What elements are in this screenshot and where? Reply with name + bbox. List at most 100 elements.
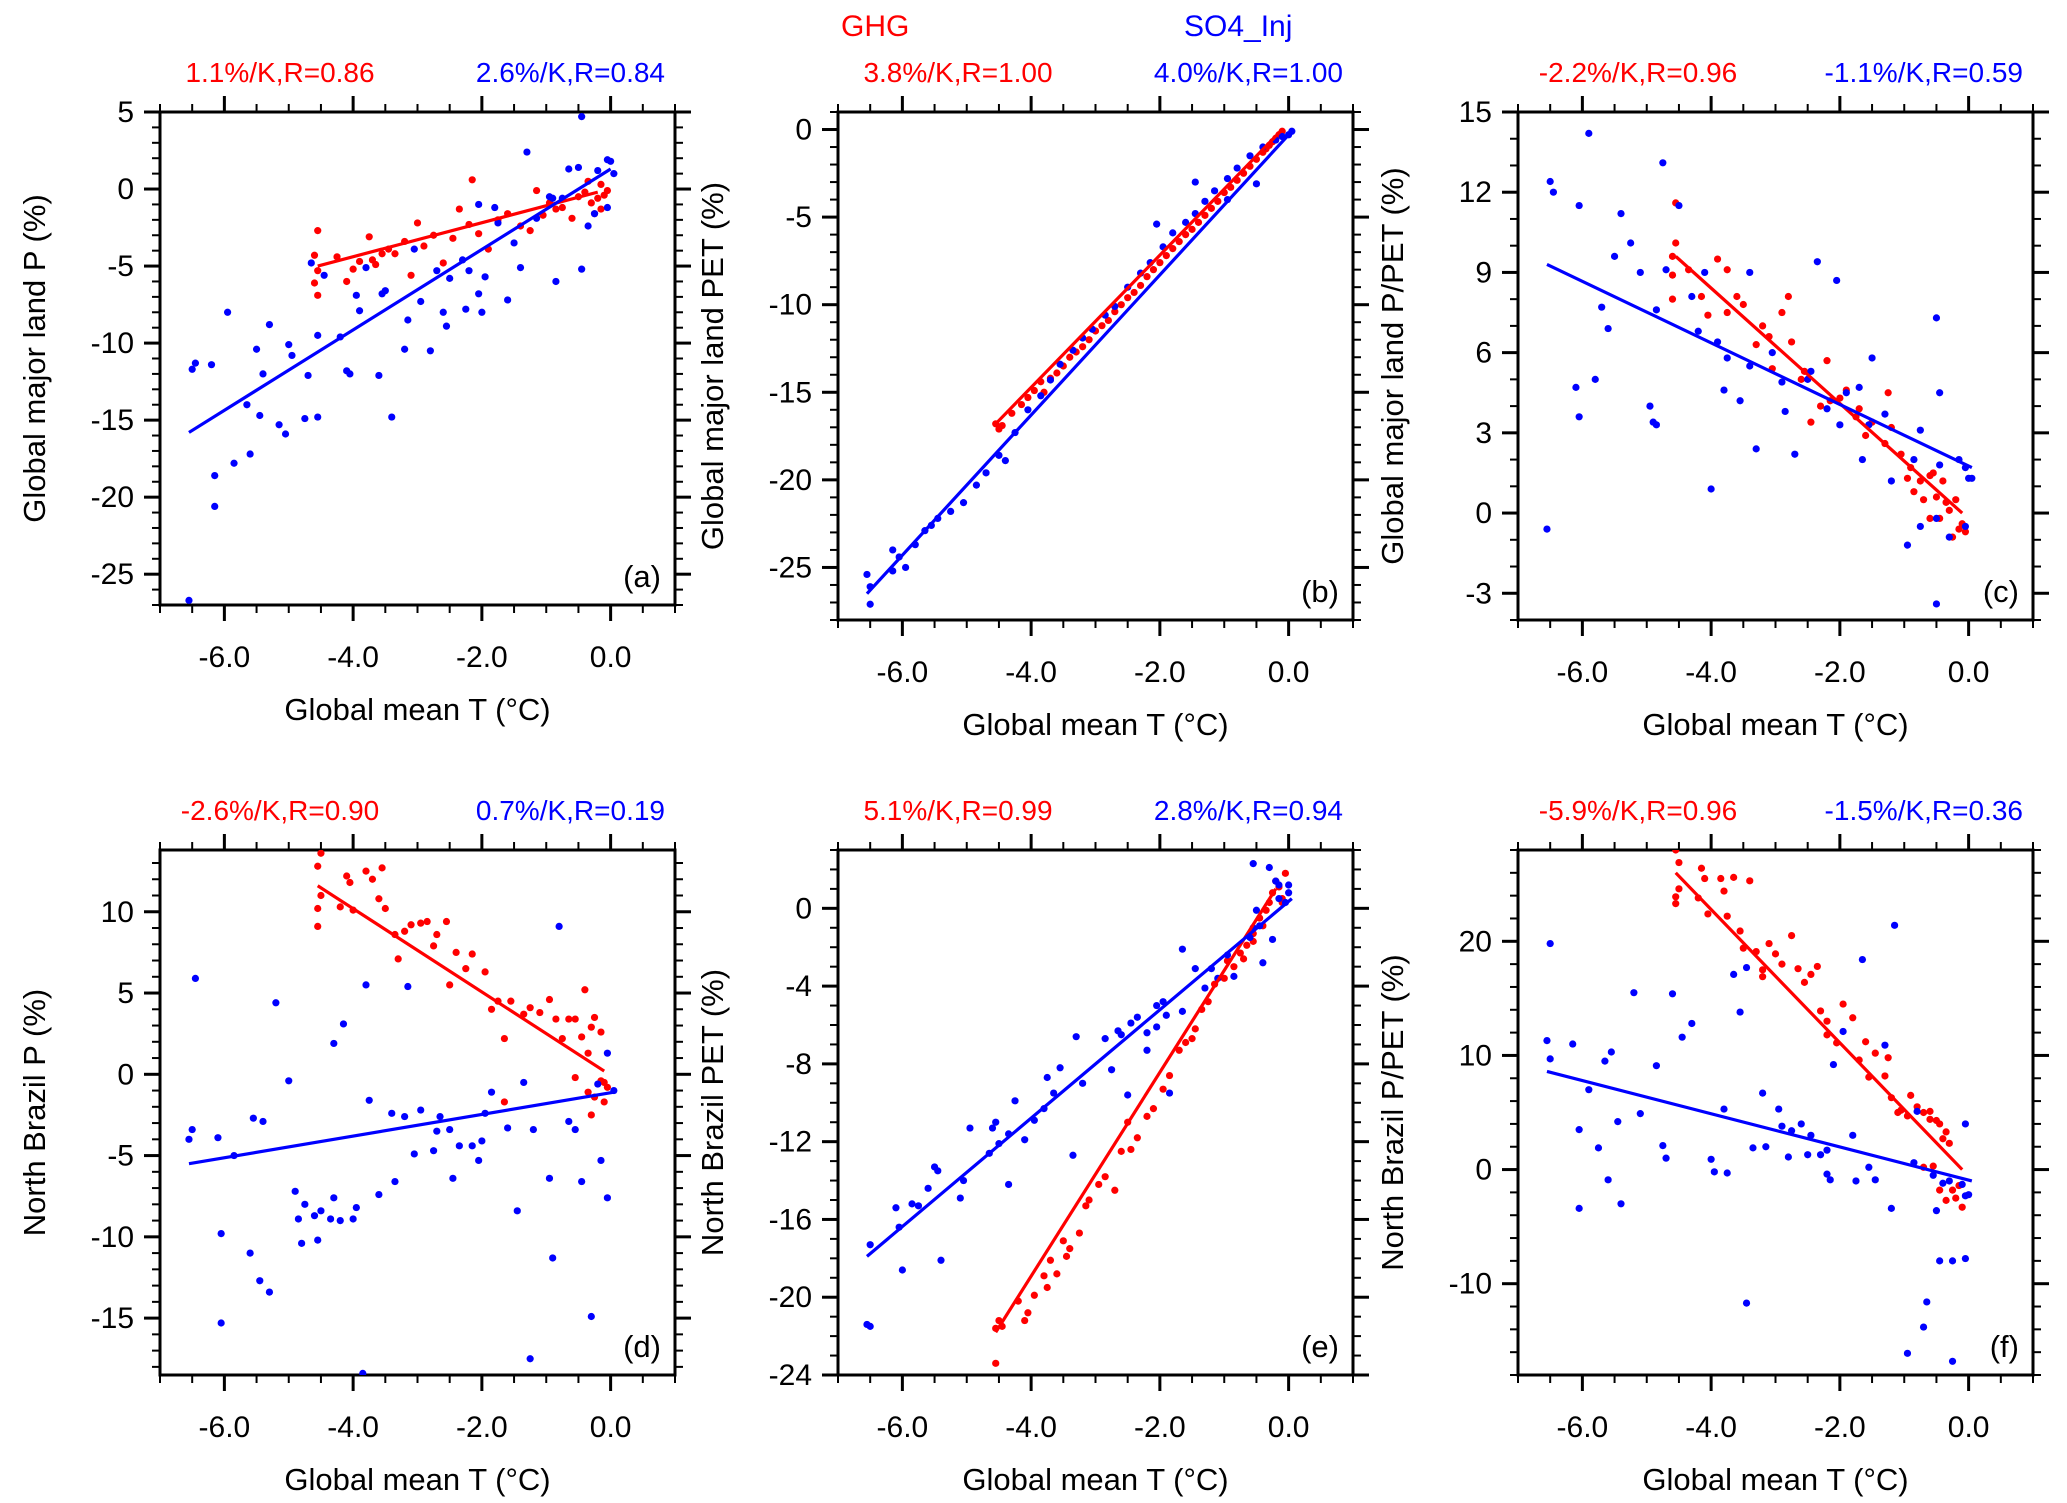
data-point <box>407 271 415 279</box>
data-point <box>375 895 383 903</box>
panel-a: -6.0 -4.0 -2.0 0.0 -25 -20 -15 -10 -5 0 5 Global me… <box>17 57 691 727</box>
data-point <box>256 1277 264 1285</box>
data-point <box>587 1023 595 1031</box>
data-point <box>491 203 499 212</box>
data-point <box>1546 939 1554 948</box>
data-point <box>1617 1200 1625 1208</box>
x-tick-label: 0.0 <box>590 1411 632 1444</box>
data-point <box>1543 1036 1551 1045</box>
data-point <box>1249 860 1257 868</box>
data-point <box>256 411 264 420</box>
data-point <box>1816 1007 1825 1015</box>
data-point <box>1191 965 1199 973</box>
data-point <box>536 1008 544 1017</box>
x-tick-label: -4.0 <box>327 641 379 674</box>
data-point <box>417 919 425 927</box>
panel-b: -6.0 -4.0 -2.0 0.0 -25 -20 -15 -10 -5 0 Global mea… <box>695 57 1369 742</box>
data-point <box>1043 1283 1051 1292</box>
x-tick-label: 0.0 <box>1268 1411 1310 1444</box>
data-point <box>429 1147 438 1155</box>
data-point <box>898 1266 906 1274</box>
y-tick-label: -20 <box>769 464 812 497</box>
data-point <box>1942 1128 1950 1136</box>
data-point <box>1746 877 1754 885</box>
data-point <box>597 1028 605 1036</box>
data-point <box>1127 1145 1135 1154</box>
x-tick-label: -4.0 <box>1005 1411 1057 1444</box>
data-point <box>1910 455 1918 464</box>
data-point <box>866 1241 874 1249</box>
data-point <box>1008 409 1016 417</box>
y-axis-title: North Brazil PET (%) <box>695 969 730 1256</box>
data-point <box>336 1216 344 1225</box>
plot-area <box>185 850 618 1375</box>
data-point <box>468 176 476 184</box>
y-tick-label: -16 <box>769 1203 812 1236</box>
data-point <box>1675 201 1683 210</box>
y-tick-label: -5 <box>107 250 134 283</box>
data-point <box>1153 1001 1161 1010</box>
data-point <box>362 981 370 989</box>
data-point <box>1153 1023 1161 1031</box>
data-point <box>1101 1173 1109 1181</box>
data-point <box>578 1033 586 1041</box>
data-point <box>462 965 470 973</box>
data-point <box>1787 338 1796 346</box>
data-point <box>1697 292 1706 301</box>
data-point <box>1929 469 1937 477</box>
data-point <box>1056 1064 1064 1072</box>
data-point <box>1288 127 1296 135</box>
data-point <box>217 1229 225 1238</box>
data-point <box>417 1106 425 1114</box>
data-point <box>1124 294 1132 302</box>
data-point <box>1916 426 1924 434</box>
data-point <box>1813 962 1821 971</box>
data-point <box>1926 1107 1934 1115</box>
data-point <box>475 290 483 298</box>
data-point <box>1923 1298 1931 1306</box>
y-tick-label: 3 <box>1475 417 1492 450</box>
data-point <box>1207 204 1215 212</box>
data-point <box>362 867 370 875</box>
data-point <box>1614 1118 1622 1126</box>
data-point <box>455 1142 463 1150</box>
data-point <box>1829 1060 1838 1069</box>
data-point <box>1778 378 1786 386</box>
data-point <box>1030 386 1038 395</box>
data-point <box>549 1254 557 1262</box>
data-point <box>571 1073 579 1082</box>
data-point <box>947 507 955 515</box>
data-point <box>594 194 602 202</box>
data-point <box>275 421 283 429</box>
data-point <box>1143 1029 1151 1037</box>
data-point <box>1239 955 1248 963</box>
data-point <box>191 974 200 983</box>
data-point <box>1929 1171 1937 1179</box>
data-point <box>446 1125 454 1134</box>
data-point <box>526 227 534 235</box>
x-tick-label: -4.0 <box>1685 656 1737 689</box>
data-point <box>1849 1014 1857 1022</box>
data-point <box>1617 210 1625 218</box>
data-point <box>1916 522 1924 531</box>
data-point <box>513 1207 521 1215</box>
series-so4-inj <box>185 113 618 604</box>
data-point <box>1945 533 1953 541</box>
data-point <box>959 1176 968 1185</box>
data-point <box>1230 963 1238 971</box>
data-point <box>1842 389 1850 397</box>
data-point <box>1659 1141 1667 1150</box>
so4-annotation: -1.1%/K,R=0.59 <box>1825 57 2023 88</box>
data-point <box>992 1359 1000 1367</box>
data-point <box>468 950 476 958</box>
data-point <box>1285 889 1293 897</box>
data-point <box>365 1096 373 1104</box>
data-point <box>1072 1033 1080 1041</box>
x-axis-title: Global mean T (°C) <box>1642 1462 1908 1497</box>
data-point <box>1098 322 1106 330</box>
data-point <box>381 287 389 295</box>
data-point <box>1668 252 1677 260</box>
panel-d: -6.0 -4.0 -2.0 0.0 -15 -10 -5 0 5 10 Global mean T… <box>17 795 691 1497</box>
data-point <box>558 203 566 212</box>
data-point <box>349 1215 357 1223</box>
